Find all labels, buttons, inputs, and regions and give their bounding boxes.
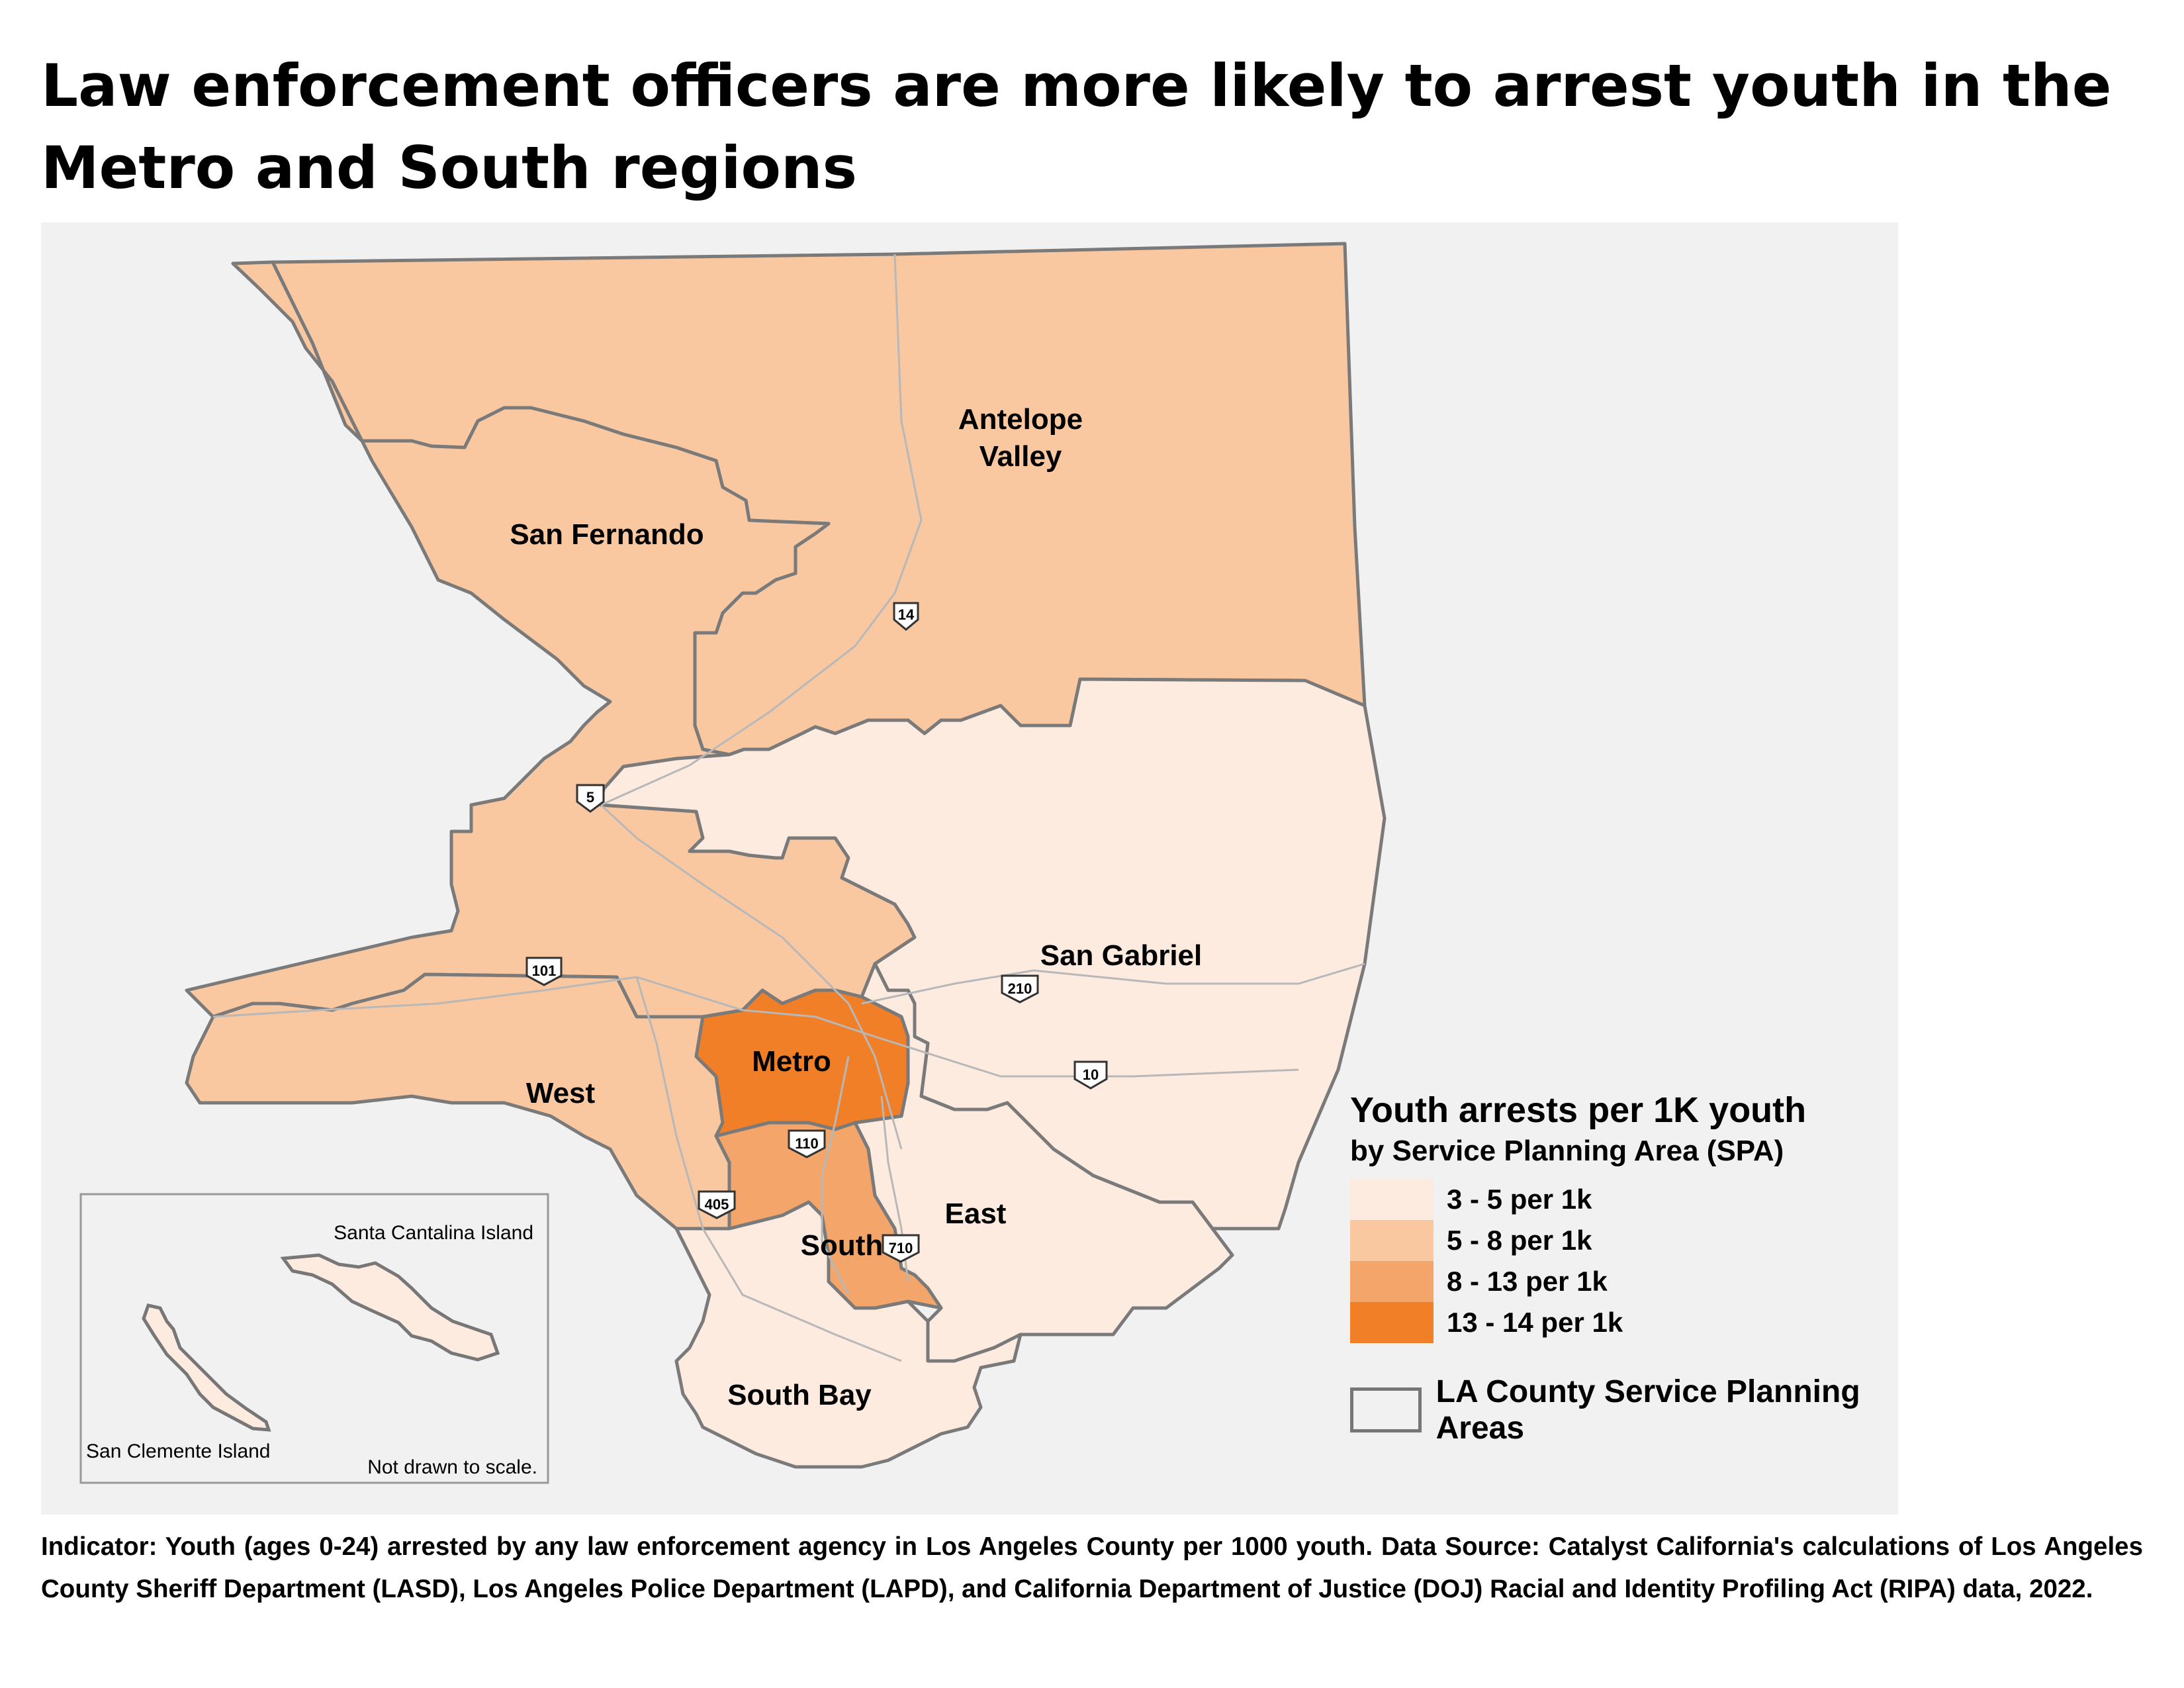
label-san-gabriel: San Gabriel — [1040, 939, 1203, 972]
label-san-fernando: San Fernando — [510, 518, 704, 551]
san-clemente-island — [142, 1303, 271, 1432]
svg-text:405: 405 — [705, 1196, 729, 1213]
map-legend: Youth arrests per 1K youth by Service Pl… — [1350, 1089, 1866, 1446]
label-west: West — [526, 1077, 596, 1109]
legend-label: 5 - 8 per 1k — [1447, 1225, 1592, 1256]
legend-swatch — [1350, 1302, 1433, 1343]
legend-label: 8 - 13 per 1k — [1447, 1266, 1608, 1297]
svg-text:710: 710 — [889, 1240, 913, 1256]
highway-line — [635, 976, 902, 1362]
label-south-bay: South Bay — [727, 1379, 872, 1411]
source-note: Indicator: Youth (ages 0-24) arrested by… — [41, 1532, 2143, 1603]
svg-text:210: 210 — [1008, 980, 1032, 997]
legend-swatch — [1350, 1179, 1433, 1220]
label-metro: Metro — [752, 1045, 831, 1078]
highway-shield-10: 10 — [1073, 1060, 1108, 1090]
svg-text:14: 14 — [898, 606, 915, 623]
highway-shield-101: 101 — [525, 957, 563, 986]
highway-line — [821, 1056, 850, 1295]
highway-line — [600, 804, 903, 1150]
highway-shield-210: 210 — [1001, 974, 1039, 1004]
highway-line — [600, 254, 923, 806]
santa-catalina-island — [280, 1253, 500, 1362]
label-antelope-valley-line2: Valley — [979, 440, 1062, 473]
svg-text:101: 101 — [532, 962, 557, 979]
legend-title: Youth arrests per 1K youth — [1350, 1090, 1807, 1130]
la-county-map: Antelope Valley San Fernando San Gabriel… — [79, 242, 1387, 1484]
legend-item: 13 - 14 per 1k — [1350, 1302, 1866, 1343]
highway-shield-5: 5 — [576, 784, 605, 813]
legend-item: 5 - 8 per 1k — [1350, 1220, 1866, 1261]
legend-label: 3 - 5 per 1k — [1447, 1184, 1592, 1215]
legend-subtitle: by Service Planning Area (SPA) — [1350, 1135, 1784, 1167]
legend-label: 13 - 14 per 1k — [1447, 1307, 1623, 1338]
inset-label-san-clemente: San Clemente Island — [86, 1440, 271, 1462]
legend-item: 8 - 13 per 1k — [1350, 1261, 1866, 1302]
region-metro[interactable] — [694, 988, 910, 1138]
label-antelope-valley-line1: Antelope — [958, 403, 1083, 436]
svg-text:10: 10 — [1083, 1066, 1099, 1083]
highway-line — [874, 1035, 1299, 1078]
label-east: East — [945, 1197, 1007, 1230]
legend-item: 3 - 5 per 1k — [1350, 1179, 1866, 1220]
legend-boundary-item: LA County Service Planning Areas — [1350, 1374, 1866, 1446]
legend-swatch — [1350, 1261, 1433, 1302]
inset-label-santa-catalina: Santa Cantalina Island — [334, 1222, 533, 1244]
legend-swatch — [1350, 1220, 1433, 1261]
highway-shield-710: 710 — [882, 1234, 920, 1263]
svg-text:110: 110 — [795, 1135, 819, 1152]
svg-text:5: 5 — [586, 789, 594, 806]
inset-note-scale: Not drawn to scale. — [367, 1456, 537, 1478]
highway-line — [212, 976, 876, 1038]
highway-shield-14: 14 — [893, 602, 919, 631]
legend-boundary-label: LA County Service Planning Areas — [1435, 1374, 1860, 1446]
islands-inset: Santa Cantalina Island San Clemente Isla… — [79, 1193, 549, 1484]
map-title: Law enforcement officers are more likely… — [41, 52, 2112, 202]
highway-shield-405: 405 — [698, 1190, 736, 1219]
highway-shield-110: 110 — [788, 1129, 826, 1158]
highway-line — [861, 962, 1365, 1005]
label-south: South — [801, 1229, 884, 1262]
legend-boundary-swatch — [1350, 1387, 1422, 1432]
